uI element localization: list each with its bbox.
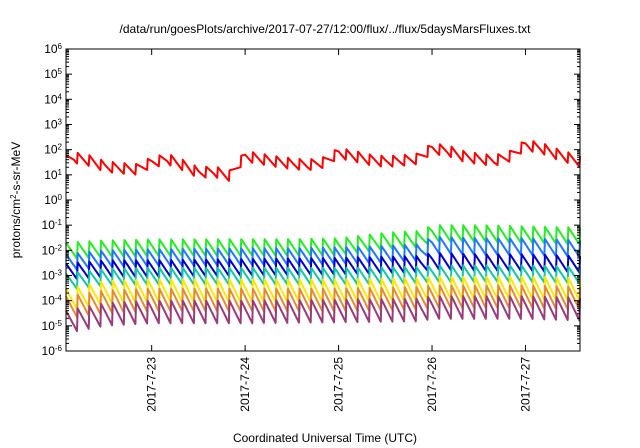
y-tick-label: 10-5: [42, 318, 63, 333]
x-tick-label: 2017-7-27: [518, 357, 532, 412]
x-tick-label: 2017-7-25: [332, 357, 346, 412]
y-tick-label: 100: [44, 193, 62, 208]
x-tick-label: 2017-7-26: [425, 357, 439, 412]
series-line-6: [65, 275, 581, 311]
plot-frame: [65, 48, 581, 352]
y-tick-label: 102: [44, 142, 62, 157]
x-tick-label: 2017-7-23: [145, 357, 159, 412]
y-tick-label: 106: [44, 42, 62, 57]
y-axis-label: protons/cm2-s-sr-MeV: [9, 142, 24, 258]
axis-layer: 10-6 10-5 10-4 10-3 10-2 10-1 100 101 102 103 104 1…: [42, 42, 580, 412]
x-axis-label: Coordinated Universal Time (UTC): [233, 431, 417, 445]
y-tick-label: 105: [44, 67, 62, 82]
y-tick-label: 103: [44, 117, 62, 132]
y-tick-label: 10-1: [42, 218, 63, 233]
series-line-2: [65, 224, 581, 260]
series-line-7: [65, 284, 581, 319]
y-tick-label: 104: [44, 92, 62, 107]
x-tick-label: 2017-7-24: [238, 357, 252, 412]
y-tick-label: 10-3: [42, 268, 63, 283]
y-tick-label: 101: [44, 167, 62, 182]
series-line-4: [65, 252, 581, 281]
y-tick-label: 10-2: [42, 243, 63, 257]
series-line-3: [65, 235, 581, 271]
chart-title: /data/run/goesPlots/archive/2017-07-27/1…: [120, 22, 532, 36]
series-line-8: [65, 295, 581, 333]
series-line-1: [65, 140, 581, 182]
series-line-5: [65, 264, 581, 290]
series-layer: [65, 140, 581, 333]
y-tick-label: 10-6: [42, 344, 63, 359]
y-tick-label: 10-4: [42, 293, 63, 308]
